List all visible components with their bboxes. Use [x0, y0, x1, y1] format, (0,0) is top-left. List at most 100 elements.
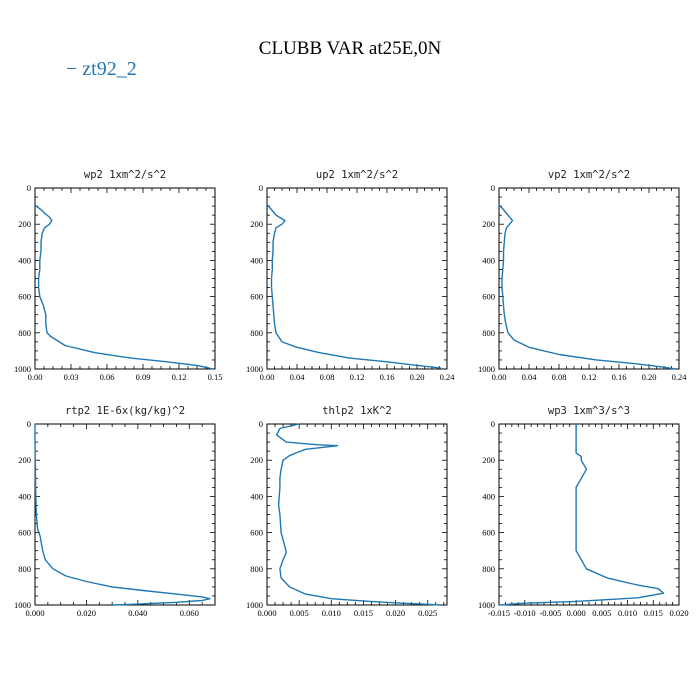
- x-tick-label: 0.010: [322, 608, 341, 618]
- x-tick-label: 0.020: [386, 608, 405, 618]
- y-tick-label: 800: [18, 328, 31, 338]
- y-tick-label: 600: [250, 528, 263, 538]
- y-tick-label: 800: [482, 328, 495, 338]
- x-tick-label: 0.20: [642, 372, 657, 382]
- y-tick-label: 200: [482, 455, 495, 465]
- x-tick-label: 0.020: [669, 608, 688, 618]
- panel-frame: [266, 187, 448, 370]
- series-line: [34, 204, 213, 370]
- x-tick-label: -0.015: [488, 608, 510, 618]
- panel-frame: [266, 423, 448, 606]
- x-tick-label: 0.24: [440, 372, 456, 382]
- x-tick-label: 0.015: [354, 608, 373, 618]
- panel-title: wp2 1xm^2/s^2: [84, 169, 166, 181]
- y-tick-label: 600: [18, 292, 31, 302]
- y-tick-label: 0: [491, 419, 495, 429]
- x-tick-label: 0.015: [644, 608, 663, 618]
- x-tick-label: 0.08: [552, 372, 567, 382]
- series-line: [498, 204, 676, 370]
- panel-frame: [34, 187, 216, 370]
- y-tick-label: 200: [250, 455, 263, 465]
- chart-panel-4: rtp2 1E-6x(kg/kg)^2 0 200 400 600 800 10000.00…: [14, 405, 216, 618]
- x-tick-label: 0.20: [410, 372, 425, 382]
- series-line: [275, 423, 441, 606]
- x-tick-label: 0.04: [290, 372, 306, 382]
- x-tick-label: 0.005: [290, 608, 309, 618]
- x-tick-label: 0.03: [64, 372, 79, 382]
- y-tick-label: 0: [259, 419, 263, 429]
- x-tick-label: 0.12: [350, 372, 365, 382]
- panel-title: wp3 1xm^3/s^3: [548, 405, 630, 417]
- y-tick-label: 1000: [246, 600, 263, 610]
- y-tick-label: 0: [491, 183, 495, 193]
- y-tick-label: 200: [18, 219, 31, 229]
- y-tick-label: 800: [250, 328, 263, 338]
- y-tick-label: 600: [250, 292, 263, 302]
- x-tick-label: 0.060: [180, 608, 199, 618]
- y-tick-label: 400: [250, 255, 263, 265]
- x-tick-label: 0.06: [100, 372, 115, 382]
- y-tick-label: 1000: [246, 364, 263, 374]
- y-tick-label: 1000: [478, 364, 495, 374]
- x-tick-label: 0.010: [618, 608, 637, 618]
- legend-label: zt92_2: [82, 58, 137, 80]
- x-tick-label: 0.000: [257, 608, 276, 618]
- y-tick-label: 200: [250, 219, 263, 229]
- x-tick-label: 0.24: [672, 372, 688, 382]
- y-tick-label: 800: [250, 564, 263, 574]
- y-tick-label: 400: [482, 491, 495, 501]
- chart-title: CLUBB VAR at25E,0N: [258, 38, 442, 59]
- y-tick-label: 200: [482, 219, 495, 229]
- x-tick-label: 0.00: [492, 372, 507, 382]
- x-tick-label: 0.16: [380, 372, 395, 382]
- x-tick-label: 0.15: [208, 372, 223, 382]
- panel-title: up2 1xm^2/s^2: [316, 169, 398, 181]
- panel-frame: [498, 187, 680, 370]
- y-tick-label: 400: [250, 491, 263, 501]
- y-tick-label: 1000: [478, 600, 495, 610]
- y-tick-label: 1000: [14, 600, 31, 610]
- y-tick-label: 600: [482, 528, 495, 538]
- x-tick-label: 0.025: [418, 608, 437, 618]
- x-tick-label: 0.020: [77, 608, 96, 618]
- legend: − zt92_2: [66, 58, 137, 81]
- legend-line-marker: −: [66, 58, 78, 80]
- y-tick-label: 600: [18, 528, 31, 538]
- y-tick-label: 400: [482, 255, 495, 265]
- y-tick-label: 0: [27, 183, 31, 193]
- y-tick-label: 800: [18, 564, 31, 574]
- panel-title: thlp2 1xK^2: [322, 405, 392, 417]
- x-tick-label: 0.005: [592, 608, 611, 618]
- y-tick-label: 0: [259, 183, 263, 193]
- y-tick-label: 600: [482, 292, 495, 302]
- panel-title: rtp2 1E-6x(kg/kg)^2: [65, 405, 185, 417]
- y-tick-label: 400: [18, 255, 31, 265]
- x-tick-label: 0.000: [567, 608, 586, 618]
- y-tick-label: 400: [18, 491, 31, 501]
- panel-frame: [498, 423, 680, 606]
- x-tick-label: 0.000: [25, 608, 44, 618]
- x-tick-label: 0.16: [612, 372, 627, 382]
- y-tick-label: 200: [18, 455, 31, 465]
- y-tick-label: 800: [482, 564, 495, 574]
- x-tick-label: 0.04: [522, 372, 538, 382]
- x-tick-label: 0.08: [320, 372, 335, 382]
- y-tick-label: 1000: [14, 364, 31, 374]
- panel-frame: [34, 423, 216, 606]
- x-tick-label: 0.09: [136, 372, 151, 382]
- panel-title: vp2 1xm^2/s^2: [548, 169, 630, 181]
- x-tick-label: 0.12: [582, 372, 597, 382]
- y-tick-label: 0: [27, 419, 31, 429]
- series-line: [34, 424, 211, 606]
- chart-panel-6: wp3 1xm^3/s^3 0 200 400 600 800 1000-0.015 -0.0…: [478, 405, 689, 618]
- x-tick-label: 0.00: [260, 372, 275, 382]
- x-tick-label: 0.00: [28, 372, 43, 382]
- x-tick-label: 0.12: [172, 372, 187, 382]
- series-line: [498, 424, 665, 606]
- x-tick-label: -0.005: [539, 608, 561, 618]
- x-tick-label: -0.010: [514, 608, 536, 618]
